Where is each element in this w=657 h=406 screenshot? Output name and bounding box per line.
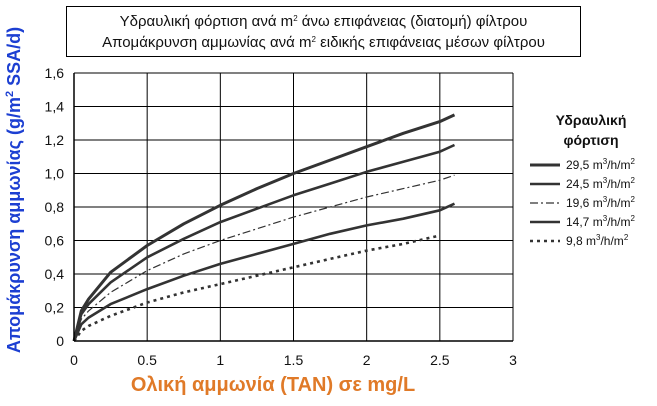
- legend-label: 29,5 m3/h/m2: [566, 157, 635, 173]
- legend-swatch: [530, 239, 560, 243]
- x-tick-label: 3: [509, 352, 517, 368]
- y-tick-label: 0,6: [45, 233, 65, 249]
- x-tick-label: 2: [363, 352, 371, 368]
- chart-title-line-1: Υδραυλική φόρτιση ανά m2 άνω επιφάνειας …: [119, 12, 528, 30]
- legend-item: 9,8 m3/h/m2: [528, 232, 656, 250]
- legend-swatch: [530, 182, 560, 186]
- x-tick-label: 0.5: [137, 352, 157, 368]
- series-line: [72, 234, 441, 342]
- legend-item: 14,7 m3/h/m2: [528, 213, 656, 231]
- y-tick-label: 0,8: [45, 199, 65, 215]
- y-tick-label: 0: [56, 333, 64, 349]
- series-lines: [72, 113, 456, 342]
- legend-title: Υδραυλική φόρτιση: [555, 112, 627, 148]
- legend-label: 19,6 m3/h/m2: [566, 195, 635, 211]
- x-tick-label: 1.5: [284, 352, 304, 368]
- legend-label: 9,8 m3/h/m2: [566, 233, 629, 249]
- legend-swatch: [530, 202, 560, 204]
- y-tick-label: 1,4: [45, 99, 65, 115]
- legend-item: 24,5 m3/h/m2: [528, 175, 656, 193]
- series-line: [73, 174, 455, 342]
- x-axis-label: Ολική αμμωνία (TAN) σε mg/L: [131, 374, 415, 396]
- x-tick-label: 1: [216, 352, 224, 368]
- legend-item: 19,6 m3/h/m2: [528, 194, 656, 212]
- y-axis-label: Απομάκρυνση αμμωνίας (g/m2 SSA/d): [4, 27, 24, 353]
- series-line: [72, 202, 456, 342]
- legend-label: 14,7 m3/h/m2: [566, 214, 635, 230]
- legend-label: 24,5 m3/h/m2: [566, 176, 635, 192]
- series-line: [72, 143, 456, 342]
- tick-labels: 0 0.5 1 1.5 2 2.5 3 0 0,2 0,4 0,6 0,8 1,0 1,2 1,4 1,6: [45, 65, 518, 368]
- y-tick-label: 0,2: [45, 300, 65, 316]
- x-tick-label: 2.5: [430, 352, 450, 368]
- legend-item: 29,5 m3/h/m2: [528, 156, 656, 174]
- chart-title-box: Υδραυλική φόρτιση ανά m2 άνω επιφάνειας …: [66, 6, 581, 57]
- chart-title-line-2: Απομάκρυνση αμμωνίας ανά m2 ειδικής επιφ…: [102, 33, 545, 51]
- y-tick-label: 0,4: [45, 266, 65, 282]
- x-tick-label: 0: [70, 352, 78, 368]
- series-line: [72, 113, 456, 342]
- y-tick-label: 1,2: [45, 132, 65, 148]
- y-tick-label: 1,6: [45, 65, 65, 81]
- axes: [73, 73, 513, 342]
- legend-swatch: [530, 220, 560, 224]
- y-tick-label: 1,0: [45, 166, 65, 182]
- legend-swatch: [530, 163, 560, 167]
